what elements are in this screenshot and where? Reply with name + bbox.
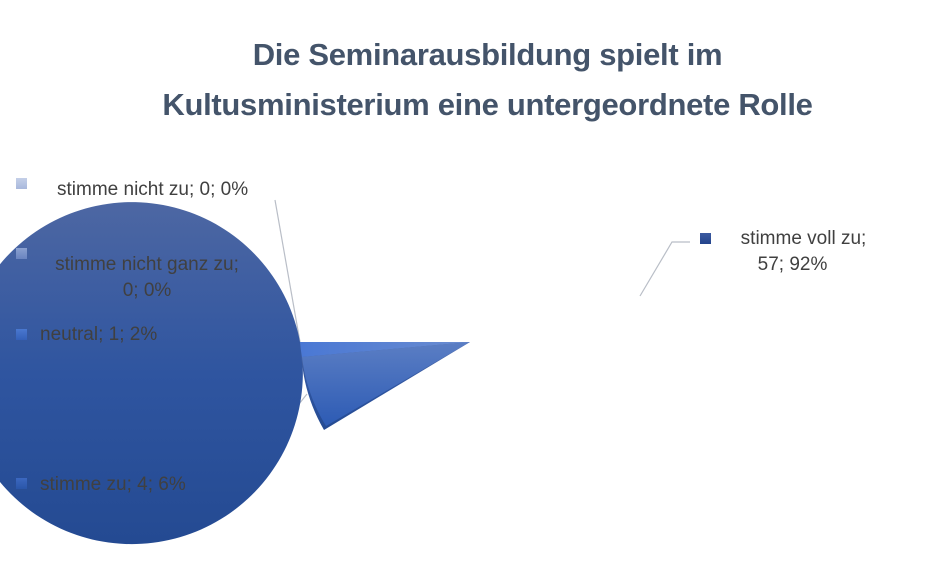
data-label-stimme-nicht-zu: stimme nicht zu; 0; 0% (57, 179, 249, 200)
legend-marker-stimme-nicht-ganz-zu (16, 248, 27, 259)
legend-marker-stimme-zu (16, 478, 27, 489)
leader-line-stimme-nicht-zu (274, 199, 301, 343)
slice-stimme-zu (302, 342, 470, 426)
chart-title: Die Seminarausbildung spielt im Kultusmi… (0, 30, 945, 130)
slice-neutral (300, 342, 470, 357)
slice-stimme-voll-zu (0, 202, 470, 545)
legend-marker-neutral (16, 329, 27, 340)
chart-title-line-1: Die Seminarausbildung spielt im (252, 37, 723, 72)
data-label-stimme-voll-zu: stimme voll zu; 57; 92% (740, 228, 867, 275)
data-label-stimme-zu: stimme zu; 4; 6% (40, 474, 186, 495)
legend-marker-stimme-nicht-zu (16, 178, 27, 189)
legend-marker-stimme-voll-zu (700, 233, 711, 244)
leader-line-stimme-voll-zu (639, 241, 690, 297)
data-label-stimme-nicht-ganz-zu: stimme nicht ganz zu; 0; 0% (55, 254, 239, 301)
chart-title-line-2: Kultusministerium eine untergeordnete Ro… (162, 87, 813, 122)
data-label-neutral: neutral; 1; 2% (40, 324, 158, 345)
